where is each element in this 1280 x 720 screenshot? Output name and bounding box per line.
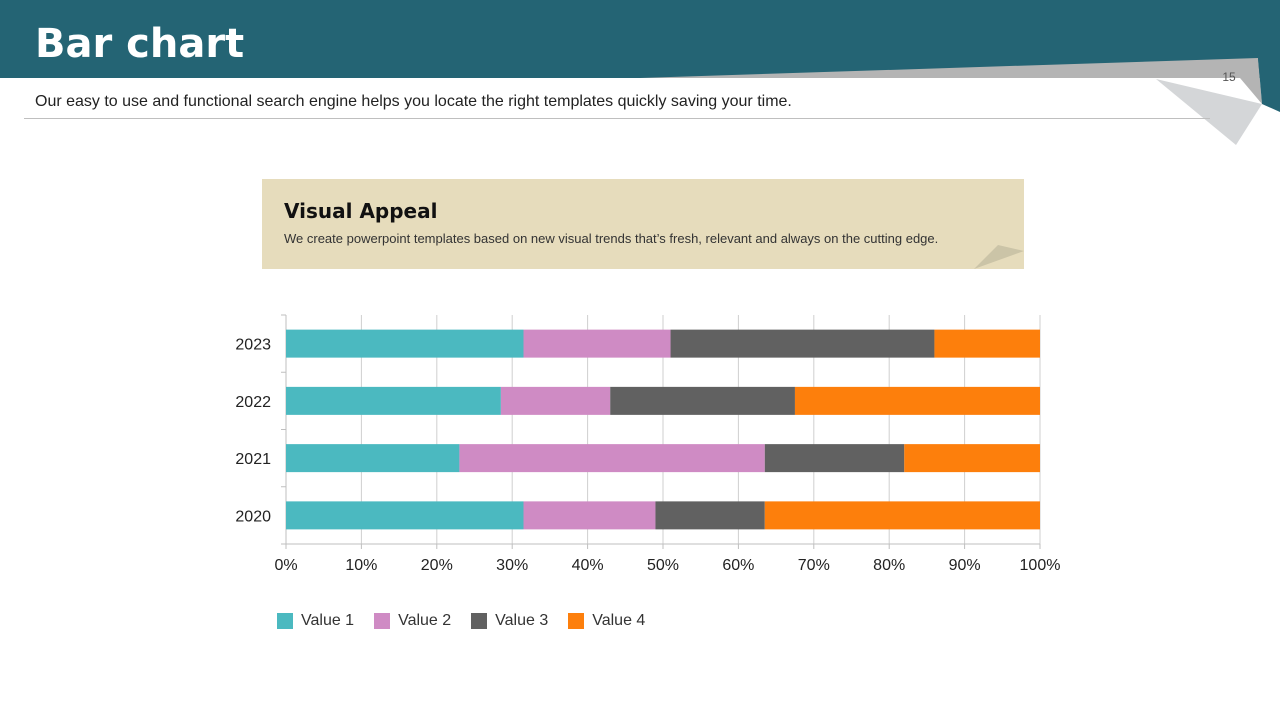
x-tick-label: 60% [722, 557, 754, 574]
ribbon-band [640, 58, 1262, 104]
bar-2022-value-2 [500, 386, 611, 415]
x-tick-label: 30% [496, 557, 528, 574]
callout-box [262, 179, 1024, 269]
corner-ribbon [640, 58, 1280, 145]
bar-2021-value-1 [286, 444, 460, 473]
bar-2023-value-3 [670, 329, 935, 358]
legend-label: Value 1 [301, 612, 355, 629]
y-tick-label: 2021 [235, 451, 271, 468]
bar-2021-value-4 [904, 444, 1040, 473]
y-tick-label: 2022 [235, 394, 271, 411]
bar-2023-value-2 [523, 329, 671, 358]
legend-item-value-4: Value 4 [568, 612, 645, 630]
callout-fold [974, 245, 1024, 269]
x-tick-label: 20% [421, 557, 453, 574]
bar-2020-value-3 [655, 501, 765, 530]
subtitle: Our easy to use and functional search en… [35, 93, 792, 110]
bar-2022-value-4 [794, 386, 1040, 415]
chart-legend: Value 1 Value 2 Value 3 Value 4 [277, 612, 665, 630]
x-tick-label: 10% [345, 557, 377, 574]
x-tick-label: 0% [274, 557, 297, 574]
x-tick-label: 70% [798, 557, 830, 574]
legend-swatch [277, 613, 293, 629]
page-number: 15 [1222, 70, 1236, 84]
legend-swatch [374, 613, 391, 629]
callout-text: We create powerpoint templates based on … [284, 231, 939, 246]
x-tick-label: 40% [572, 557, 604, 574]
bar-2023-value-1 [286, 329, 524, 358]
page-title: Bar chart [35, 21, 245, 67]
ribbon-fold [1156, 79, 1262, 145]
y-tick-label: 2023 [235, 337, 271, 354]
header-tail [1258, 58, 1280, 112]
bar-2022-value-1 [286, 386, 501, 415]
bar-2020-value-4 [764, 501, 1040, 530]
callout-title: Visual Appeal [284, 199, 438, 223]
bar-2020-value-2 [523, 501, 656, 530]
legend-item-value-2: Value 2 [374, 612, 451, 630]
bar-2021-value-3 [764, 444, 905, 473]
legend-item-value-3: Value 3 [471, 612, 548, 630]
x-tick-label: 90% [949, 557, 981, 574]
y-tick-label: 2020 [235, 508, 271, 525]
subtitle-divider [24, 118, 1210, 119]
bar-2021-value-2 [459, 444, 765, 473]
x-tick-label: 80% [873, 557, 905, 574]
bar-2020-value-1 [286, 501, 524, 530]
legend-label: Value 4 [592, 612, 646, 629]
bar-2023-value-4 [934, 329, 1040, 358]
legend-swatch [568, 613, 585, 629]
legend-item-value-1: Value 1 [277, 612, 354, 630]
x-tick-label: 50% [647, 557, 679, 574]
legend-label: Value 3 [495, 612, 549, 629]
legend-label: Value 2 [398, 612, 452, 629]
x-tick-label: 100% [1020, 557, 1061, 574]
bar-2022-value-3 [610, 386, 795, 415]
legend-swatch [471, 613, 488, 629]
